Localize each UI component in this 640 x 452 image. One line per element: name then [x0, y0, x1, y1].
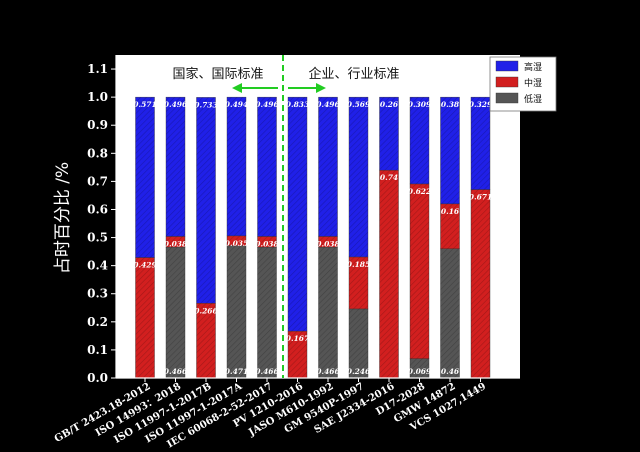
value-label-mid: 0.429	[133, 261, 157, 270]
bar-hatch	[318, 247, 338, 378]
value-label-high: 0.38	[441, 100, 460, 109]
bar-hatch	[135, 257, 155, 378]
y-tick-label: 1.1	[87, 62, 108, 76]
bar-hatch	[410, 183, 429, 359]
value-label-low: 0.069	[408, 367, 432, 376]
bars	[135, 96, 491, 379]
value-label-high: 0.571	[133, 100, 157, 109]
bar-hatch	[379, 97, 399, 171]
y-tick-label: 0.8	[87, 146, 108, 160]
value-label-mid: 0.16	[441, 207, 460, 216]
value-labels: 0.429 0.571 0.466 0.038 0.496 0.266 0.733 0.471…	[133, 100, 493, 376]
bar-hatch	[349, 256, 368, 309]
legend-swatch	[495, 92, 519, 104]
bar-hatch	[227, 97, 246, 236]
value-label-low: 0.466	[164, 367, 188, 376]
bar-hatch	[166, 236, 185, 248]
y-tick-label: 0.7	[87, 174, 108, 188]
value-label-high: 0.496	[255, 100, 279, 109]
value-label-mid: 0.671	[469, 193, 493, 202]
bar-hatch	[196, 97, 216, 304]
y-tick-label: 0.5	[87, 231, 108, 245]
y-tick-label: 1.0	[87, 90, 108, 104]
value-label-high: 0.494	[225, 100, 249, 109]
bar-hatch	[288, 97, 307, 332]
bar-hatch	[196, 303, 216, 378]
bar-hatch	[349, 308, 368, 378]
y-tick-label: 0.3	[87, 287, 108, 301]
bar-hatch	[288, 331, 307, 378]
value-label-high: 0.833	[286, 100, 310, 109]
legend-label: 低湿	[524, 93, 542, 105]
value-label-mid: 0.038	[255, 239, 279, 248]
value-label-mid: 0.266	[194, 306, 218, 315]
value-label-high: 0.329	[469, 100, 493, 109]
legend-label: 高湿	[524, 61, 542, 73]
value-label-mid: 0.038	[316, 239, 340, 248]
value-label-high: 0.26	[380, 100, 399, 109]
bar-hatch	[471, 189, 490, 378]
bar-hatch	[440, 248, 460, 378]
bar-hatch	[257, 247, 277, 378]
value-label-mid: 0.038	[164, 239, 188, 248]
value-label-mid: 0.185	[347, 260, 371, 269]
value-label-mid: 0.622	[408, 187, 432, 196]
bar-hatch	[349, 97, 368, 257]
y-axis-label: 占时百分比 /%	[53, 162, 73, 274]
y-tick-label: 0.9	[87, 118, 108, 132]
value-label-high: 0.496	[316, 100, 340, 109]
value-label-high: 0.733	[194, 100, 218, 109]
group-arrow-right	[288, 83, 326, 93]
value-label-high: 0.569	[347, 100, 371, 109]
value-label-low: 0.466	[255, 367, 279, 376]
bar-hatch	[166, 97, 185, 237]
y-tick-label: 0.4	[87, 259, 108, 273]
group-label-right: 企业、行业标准	[308, 66, 399, 82]
value-label-mid: 0.167	[286, 334, 310, 343]
value-label-low: 0.471	[225, 367, 249, 376]
value-label-low: 0.46	[441, 367, 460, 376]
bar-hatch	[257, 97, 277, 237]
bar-hatch	[166, 247, 185, 378]
y-tick-label: 0.0	[87, 371, 108, 385]
value-label-low: 0.466	[316, 367, 340, 376]
group-label-left: 国家、国际标准	[172, 66, 263, 82]
legend-label: 中湿	[524, 77, 542, 89]
bar-hatch	[257, 236, 277, 248]
y-tick-label: 0.1	[87, 343, 108, 357]
bar-hatch	[135, 97, 155, 258]
bar-hatch	[440, 203, 460, 249]
bar-hatch	[318, 236, 338, 248]
bar-hatch	[410, 97, 429, 184]
y-tick-label: 0.6	[87, 202, 108, 216]
value-label-mid: 0.035	[225, 239, 249, 248]
bar-hatch	[379, 170, 399, 378]
bar-hatch	[227, 245, 246, 378]
y-axis: 0.0 0.1 0.2 0.3 0.4 0.5 0.6 0.7 0.8 0.9 1.0 1.1	[87, 55, 117, 385]
value-label-high: 0.496	[164, 100, 188, 109]
bar-hatch	[318, 97, 338, 237]
bar-hatch	[471, 97, 490, 190]
y-tick-label: 0.2	[87, 315, 108, 329]
group-arrow-left	[232, 83, 278, 93]
bar-hatch	[227, 235, 246, 246]
bar-hatch	[410, 358, 429, 378]
value-label-high: 0.309	[408, 100, 432, 109]
legend-swatch	[495, 60, 519, 72]
value-label-mid: 0.74	[380, 173, 398, 182]
value-label-low: 0.246	[347, 367, 371, 376]
legend-swatch	[495, 76, 519, 88]
bar-hatch	[440, 97, 460, 204]
